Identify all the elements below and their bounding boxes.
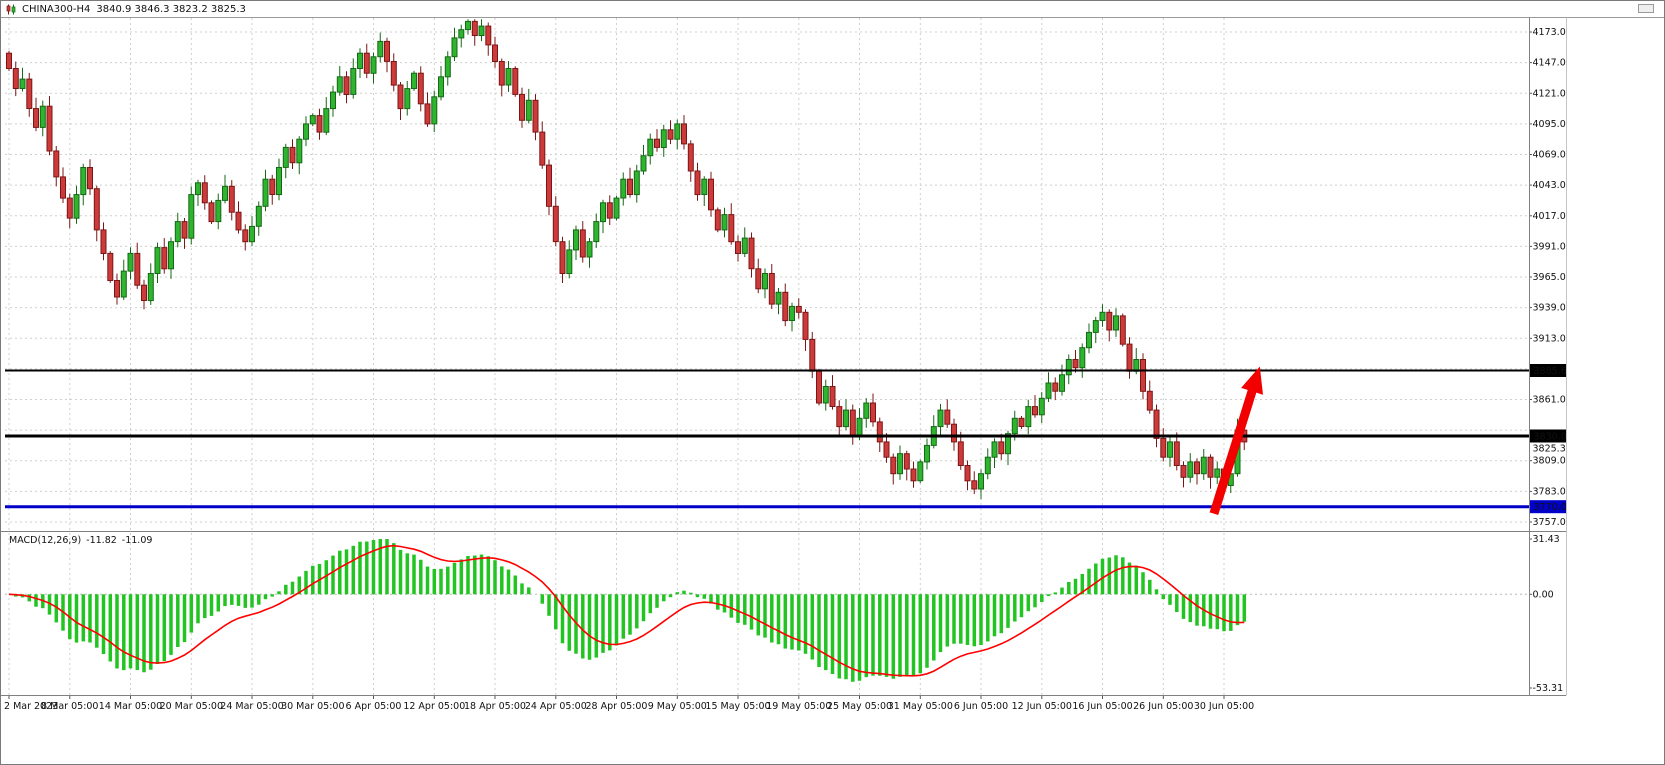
price-level-lines[interactable]: 3885.6 3830.0 3770.0 xyxy=(5,364,1567,514)
time-tick-label: 19 May 05:00 xyxy=(766,701,831,712)
time-tick-label: 25 May 05:00 xyxy=(827,701,892,712)
chart-icon xyxy=(6,4,17,15)
macd-tick-label: -53.31 xyxy=(1533,683,1564,694)
price-badge-text: 3830.0 xyxy=(1534,432,1567,443)
price-tick-label: 3965.0 xyxy=(1533,272,1566,283)
price-badge-text: 3770.0 xyxy=(1534,502,1567,513)
price-tick-label: 4017.0 xyxy=(1533,211,1566,222)
time-tick-label: 9 May 05:00 xyxy=(648,701,707,712)
time-tick-label: 12 Jun 05:00 xyxy=(1012,701,1072,712)
macd-signal-value: -11.09 xyxy=(121,535,153,546)
current-price-label: 3825.3 xyxy=(1533,444,1566,455)
time-tick-label: 26 Jun 05:00 xyxy=(1133,701,1193,712)
price-axis[interactable]: 4173.0 4147.0 4121.0 4095.0 4069.0 4043.0 4017… xyxy=(1529,27,1566,694)
macd-tick-label: 31.43 xyxy=(1533,534,1560,545)
price-badge xyxy=(1529,364,1566,377)
time-tick-label: 30 Jun 05:00 xyxy=(1194,701,1254,712)
macd-name: MACD(12,26,9) xyxy=(9,535,82,546)
price-tick-label: 4043.0 xyxy=(1533,180,1566,191)
time-tick-label: 12 Apr 05:00 xyxy=(403,701,465,712)
time-tick-label: 18 Apr 05:00 xyxy=(464,701,526,712)
price-badge xyxy=(1529,429,1566,443)
window-control[interactable] xyxy=(1638,4,1654,13)
grid-lines xyxy=(5,18,1529,695)
price-tick-label: 3939.0 xyxy=(1533,303,1566,314)
time-tick-label: 16 Jun 05:00 xyxy=(1072,701,1132,712)
time-tick-label: 30 Mar 05:00 xyxy=(281,701,344,712)
trend-arrow-annotation[interactable] xyxy=(1209,366,1263,516)
candles xyxy=(6,19,1248,500)
price-tick-label: 4095.0 xyxy=(1533,119,1566,130)
symbol-label: CHINA300-H4 xyxy=(22,4,91,15)
time-tick-label: 24 Mar 05:00 xyxy=(220,701,283,712)
time-tick-label: 24 Apr 05:00 xyxy=(525,701,587,712)
macd-tick-label: 0.00 xyxy=(1533,589,1554,600)
time-tick-label: 8 Mar 05:00 xyxy=(41,701,98,712)
price-tick-label: 3757.0 xyxy=(1533,517,1566,528)
price-tick-label: 3809.0 xyxy=(1533,456,1566,467)
time-tick-label: 2 Mar 2023 xyxy=(4,701,58,712)
time-tick-label: 6 Jun 05:00 xyxy=(954,701,1008,712)
macd-histogram xyxy=(14,539,1247,682)
macd-main-value: -11.82 xyxy=(86,535,117,546)
macd-signal-line xyxy=(8,544,1245,677)
time-tick-label: 14 Mar 05:00 xyxy=(99,701,162,712)
time-tick-label: 31 May 05:00 xyxy=(888,701,953,712)
price-tick-label: 3913.0 xyxy=(1533,333,1566,344)
price-tick-label: 3861.0 xyxy=(1533,395,1566,406)
arrow-head[interactable] xyxy=(1241,366,1263,395)
chart-title-bar: CHINA300-H4 3840.9 3846.3 3823.2 3825.3 xyxy=(6,3,246,16)
price-tick-label: 3783.0 xyxy=(1533,486,1566,497)
panel-separators xyxy=(1,17,1664,696)
time-tick-label: 28 Apr 05:00 xyxy=(586,701,648,712)
price-tick-label: 4173.0 xyxy=(1533,27,1566,38)
macd-indicator-label: MACD(12,26,9) -11.82 -11.09 xyxy=(9,535,157,546)
time-tick-label: 20 Mar 05:00 xyxy=(160,701,223,712)
price-tick-label: 4147.0 xyxy=(1533,58,1566,69)
price-tick-label: 3991.0 xyxy=(1533,241,1566,252)
arrow-shaft[interactable] xyxy=(1209,384,1259,516)
price-tick-label: 4069.0 xyxy=(1533,150,1566,161)
time-tick-label: 15 May 05:00 xyxy=(705,701,770,712)
symbol-ohlc-title: CHINA300-H4 3840.9 3846.3 3823.2 3825.3 xyxy=(22,4,246,15)
price-badge xyxy=(1529,500,1566,514)
price-badge-text: 3885.6 xyxy=(1534,366,1567,377)
time-tick-label: 6 Apr 05:00 xyxy=(346,701,402,712)
price-tick-label: 4121.0 xyxy=(1533,88,1566,99)
ohlc-values: 3840.9 3846.3 3823.2 3825.3 xyxy=(96,4,246,15)
